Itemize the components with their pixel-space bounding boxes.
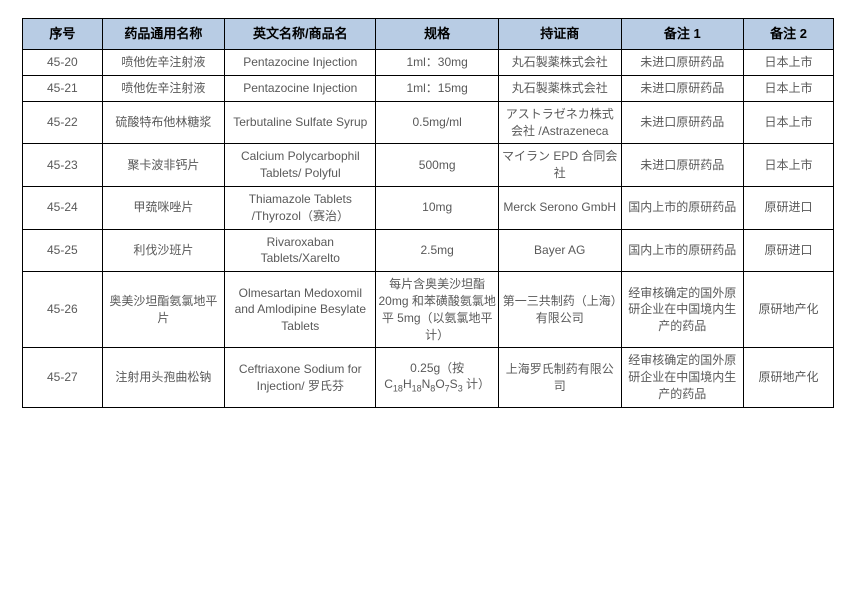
cell-name-en: Pentazocine Injection [225, 50, 376, 76]
drug-table: 序号药品通用名称英文名称/商品名规格持证商备注 1备注 2 45-20喷他佐辛注… [22, 18, 834, 408]
cell-spec: 每片含奥美沙坦酯 20mg 和苯磺酸氨氯地平 5mg（以氨氯地平计） [376, 272, 499, 348]
cell-name-en: Ceftriaxone Sodium for Injection/ 罗氏芬 [225, 348, 376, 407]
cell-note1: 经审核确定的国外原研企业在中国境内生产的药品 [621, 348, 744, 407]
table-row: 45-27注射用头孢曲松钠Ceftriaxone Sodium for Inje… [23, 348, 834, 407]
col-header-0: 序号 [23, 19, 103, 50]
cell-note1: 国内上市的原研药品 [621, 229, 744, 272]
cell-spec: 0.25g（按 C18H18N8O7S3 计） [376, 348, 499, 407]
cell-name-cn: 利伐沙班片 [102, 229, 225, 272]
cell-id: 45-24 [23, 186, 103, 229]
cell-id: 45-25 [23, 229, 103, 272]
cell-note1: 经审核确定的国外原研企业在中国境内生产的药品 [621, 272, 744, 348]
cell-name-cn: 注射用头孢曲松钠 [102, 348, 225, 407]
cell-note2: 原研地产化 [744, 348, 834, 407]
cell-note1: 未进口原研药品 [621, 101, 744, 144]
cell-name-cn: 喷他佐辛注射液 [102, 50, 225, 76]
col-header-6: 备注 2 [744, 19, 834, 50]
cell-note2: 原研进口 [744, 186, 834, 229]
cell-holder: 上海罗氏制药有限公司 [498, 348, 621, 407]
cell-note2: 日本上市 [744, 50, 834, 76]
cell-name-cn: 喷他佐辛注射液 [102, 75, 225, 101]
cell-holder: マイラン EPD 合同会社 [498, 144, 621, 187]
col-header-2: 英文名称/商品名 [225, 19, 376, 50]
col-header-4: 持证商 [498, 19, 621, 50]
cell-holder: 丸石製薬株式会社 [498, 75, 621, 101]
table-row: 45-22硫酸特布他林糖浆Terbutaline Sulfate Syrup0.… [23, 101, 834, 144]
table-row: 45-24甲巯咪唑片Thiamazole Tablets /Thyrozol（赛… [23, 186, 834, 229]
col-header-1: 药品通用名称 [102, 19, 225, 50]
cell-name-en: Pentazocine Injection [225, 75, 376, 101]
cell-note2: 原研进口 [744, 229, 834, 272]
cell-note2: 原研地产化 [744, 272, 834, 348]
cell-name-cn: 硫酸特布他林糖浆 [102, 101, 225, 144]
cell-id: 45-23 [23, 144, 103, 187]
table-row: 45-25利伐沙班片Rivaroxaban Tablets/Xarelto2.5… [23, 229, 834, 272]
cell-id: 45-26 [23, 272, 103, 348]
cell-spec: 1ml：15mg [376, 75, 499, 101]
cell-note1: 未进口原研药品 [621, 144, 744, 187]
cell-note2: 日本上市 [744, 144, 834, 187]
cell-holder: Bayer AG [498, 229, 621, 272]
table-row: 45-20喷他佐辛注射液Pentazocine Injection1ml：30m… [23, 50, 834, 76]
col-header-5: 备注 1 [621, 19, 744, 50]
table-header-row: 序号药品通用名称英文名称/商品名规格持证商备注 1备注 2 [23, 19, 834, 50]
cell-name-cn: 聚卡波非钙片 [102, 144, 225, 187]
cell-note2: 日本上市 [744, 75, 834, 101]
col-header-3: 规格 [376, 19, 499, 50]
cell-name-cn: 奥美沙坦酯氨氯地平片 [102, 272, 225, 348]
cell-holder: 第一三共制药（上海）有限公司 [498, 272, 621, 348]
cell-spec: 10mg [376, 186, 499, 229]
cell-holder: アストラゼネカ株式会社 /Astrazeneca [498, 101, 621, 144]
cell-spec: 2.5mg [376, 229, 499, 272]
table-row: 45-21喷他佐辛注射液Pentazocine Injection1ml：15m… [23, 75, 834, 101]
cell-name-en: Olmesartan Medoxomil and Amlodipine Besy… [225, 272, 376, 348]
cell-spec: 500mg [376, 144, 499, 187]
table-row: 45-26奥美沙坦酯氨氯地平片Olmesartan Medoxomil and … [23, 272, 834, 348]
cell-spec: 1ml：30mg [376, 50, 499, 76]
cell-holder: 丸石製薬株式会社 [498, 50, 621, 76]
cell-name-en: Terbutaline Sulfate Syrup [225, 101, 376, 144]
cell-id: 45-27 [23, 348, 103, 407]
cell-id: 45-22 [23, 101, 103, 144]
cell-name-en: Rivaroxaban Tablets/Xarelto [225, 229, 376, 272]
cell-note1: 未进口原研药品 [621, 75, 744, 101]
cell-note1: 国内上市的原研药品 [621, 186, 744, 229]
cell-id: 45-20 [23, 50, 103, 76]
cell-note1: 未进口原研药品 [621, 50, 744, 76]
cell-name-en: Calcium Polycarbophil Tablets/ Polyful [225, 144, 376, 187]
cell-note2: 日本上市 [744, 101, 834, 144]
cell-holder: Merck Serono GmbH [498, 186, 621, 229]
cell-name-cn: 甲巯咪唑片 [102, 186, 225, 229]
table-row: 45-23聚卡波非钙片Calcium Polycarbophil Tablets… [23, 144, 834, 187]
cell-spec: 0.5mg/ml [376, 101, 499, 144]
table-body: 45-20喷他佐辛注射液Pentazocine Injection1ml：30m… [23, 50, 834, 408]
cell-id: 45-21 [23, 75, 103, 101]
cell-name-en: Thiamazole Tablets /Thyrozol（赛治） [225, 186, 376, 229]
